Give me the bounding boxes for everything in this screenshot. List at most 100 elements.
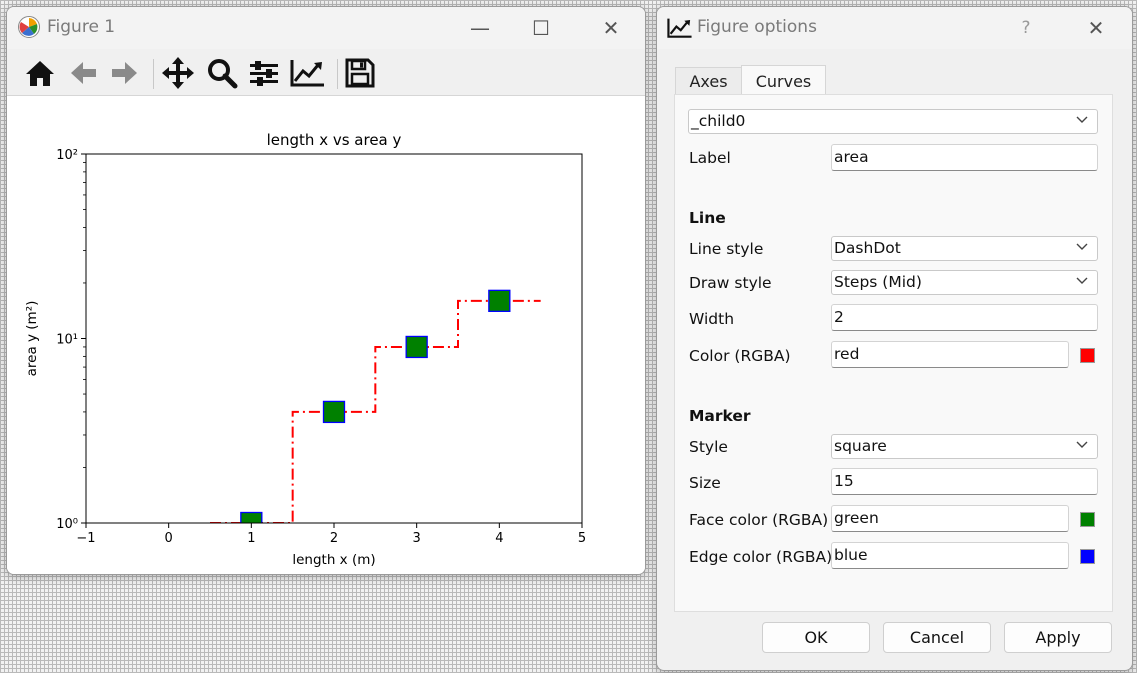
matplotlib-logo-icon xyxy=(17,15,41,39)
color-swatch[interactable] xyxy=(1080,348,1095,363)
data-point-marker xyxy=(405,335,428,359)
axes-frame xyxy=(85,153,583,524)
width-label: Width xyxy=(689,310,735,328)
line-section-heading: Line xyxy=(689,209,726,227)
home-button[interactable] xyxy=(21,55,59,91)
marker-style-value: square xyxy=(834,437,887,455)
marker-style-label: Style xyxy=(689,438,728,456)
label-label: Label xyxy=(689,149,731,167)
zoom-icon xyxy=(208,59,238,89)
line-style-label: Line style xyxy=(689,240,764,258)
line-style-select[interactable]: DashDot xyxy=(831,236,1098,261)
label-field[interactable]: area xyxy=(831,144,1098,171)
y-tick-label: 10⁰ xyxy=(56,517,78,532)
figure-window: Figure 1 — ☐ ✕ xyxy=(6,6,646,575)
face-color-label: Face color (RGBA) xyxy=(689,511,829,529)
forward-button[interactable] xyxy=(106,55,144,91)
x-tick-label: 0 xyxy=(165,531,173,546)
chevron-down-icon xyxy=(1076,441,1088,448)
cancel-button-label: Cancel xyxy=(909,628,965,647)
label-field-value: area xyxy=(834,148,869,166)
plot-area[interactable]: −1 0 1 2 3 4 5 10⁰ 10¹ 10² length x vs area y lengt… xyxy=(7,96,645,574)
home-icon xyxy=(26,61,54,86)
navigation-toolbar xyxy=(7,49,645,96)
x-tick-label: 5 xyxy=(578,531,586,546)
figure-options-dialog: Figure options ? ✕ Axes Curves _child0 L… xyxy=(656,6,1133,671)
curve-select-value: _child0 xyxy=(691,112,746,130)
face-color-field[interactable]: green xyxy=(831,505,1069,532)
edge-color-swatch[interactable] xyxy=(1080,549,1095,564)
zoom-button[interactable] xyxy=(203,55,241,91)
maximize-button[interactable]: ☐ xyxy=(521,9,561,47)
curve-select[interactable]: _child0 xyxy=(688,109,1098,134)
ok-button[interactable]: OK xyxy=(762,622,870,653)
pan-icon xyxy=(162,57,194,89)
figure-window-title: Figure 1 xyxy=(47,17,116,37)
color-field[interactable]: red xyxy=(831,341,1069,368)
configure-subplots-button[interactable] xyxy=(245,55,283,91)
y-tick-label: 10² xyxy=(56,148,78,163)
pan-button[interactable] xyxy=(159,55,197,91)
width-field[interactable]: 2 xyxy=(831,304,1098,331)
data-point-marker xyxy=(488,289,511,312)
curves-panel: _child0 Label area Line Line style DashD… xyxy=(674,94,1113,612)
edge-color-value: blue xyxy=(834,546,868,564)
color-field-value: red xyxy=(834,345,860,363)
tab-axes[interactable]: Axes xyxy=(675,67,742,95)
options-close-button[interactable]: ✕ xyxy=(1076,9,1116,47)
minimize-button[interactable]: — xyxy=(460,9,500,47)
data-point-marker xyxy=(240,511,263,523)
marker-size-field[interactable]: 15 xyxy=(831,468,1098,495)
tab-axes-label: Axes xyxy=(689,72,728,91)
x-tick-label: 2 xyxy=(330,531,338,546)
apply-button[interactable]: Apply xyxy=(1004,622,1112,653)
edit-axis-icon xyxy=(667,17,693,43)
draw-style-select[interactable]: Steps (Mid) xyxy=(831,270,1098,295)
back-button[interactable] xyxy=(64,55,102,91)
apply-button-label: Apply xyxy=(1035,628,1081,647)
edit-axis-button[interactable] xyxy=(289,55,327,91)
marker-style-select[interactable]: square xyxy=(831,434,1098,459)
x-axis-label: length x (m) xyxy=(292,552,375,568)
tab-curves[interactable]: Curves xyxy=(741,65,826,96)
options-titlebar[interactable]: Figure options ? ✕ xyxy=(657,7,1132,49)
marker-size-label: Size xyxy=(689,474,721,492)
x-tick-label: 4 xyxy=(495,531,503,546)
ok-button-label: OK xyxy=(804,628,828,647)
line-style-value: DashDot xyxy=(834,239,901,257)
chevron-down-icon xyxy=(1076,277,1088,284)
draw-style-value: Steps (Mid) xyxy=(834,273,922,291)
face-color-swatch[interactable] xyxy=(1080,512,1095,527)
series-line-area xyxy=(210,299,541,523)
minimize-icon: — xyxy=(470,16,490,40)
y-tick-label: 10¹ xyxy=(56,333,78,348)
face-color-value: green xyxy=(834,509,879,527)
configure-subplots-icon xyxy=(250,61,278,86)
help-icon: ? xyxy=(1021,18,1031,38)
help-button[interactable]: ? xyxy=(1006,9,1046,47)
edge-color-field[interactable]: blue xyxy=(831,542,1069,569)
chevron-down-icon xyxy=(1076,116,1088,123)
figure-canvas[interactable]: −1 0 1 2 3 4 5 10⁰ 10¹ 10² length x vs area y lengt… xyxy=(7,96,645,574)
data-point-marker xyxy=(322,400,346,424)
maximize-icon: ☐ xyxy=(532,16,550,40)
close-icon: ✕ xyxy=(1087,16,1105,40)
close-button[interactable]: ✕ xyxy=(591,9,631,47)
chart-title: length x vs area y xyxy=(267,131,402,149)
marker-section-heading: Marker xyxy=(689,407,751,425)
width-field-value: 2 xyxy=(834,308,844,326)
forward-icon xyxy=(112,62,137,84)
toolbar-separator xyxy=(153,59,154,89)
close-icon: ✕ xyxy=(602,16,620,40)
marker-size-value: 15 xyxy=(834,472,854,490)
x-tick-label: −1 xyxy=(76,531,95,546)
y-axis-label: area y (m²) xyxy=(24,301,40,377)
back-icon xyxy=(71,62,96,84)
figure-titlebar[interactable]: Figure 1 — ☐ ✕ xyxy=(7,7,645,49)
options-window-title: Figure options xyxy=(697,17,817,37)
color-label: Color (RGBA) xyxy=(689,347,791,365)
chevron-down-icon xyxy=(1076,243,1088,250)
draw-style-label: Draw style xyxy=(689,274,772,292)
cancel-button[interactable]: Cancel xyxy=(883,622,991,653)
save-button[interactable] xyxy=(341,55,379,91)
